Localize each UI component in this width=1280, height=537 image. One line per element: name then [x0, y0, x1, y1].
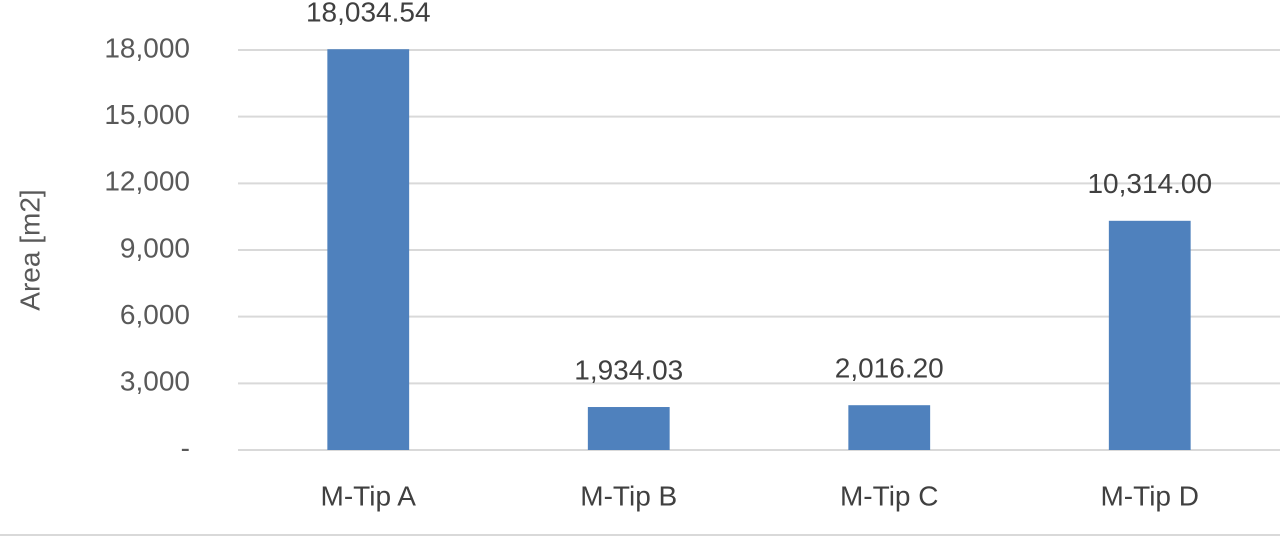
data-label: 10,314.00	[1087, 168, 1212, 199]
x-tick-label: M-Tip C	[840, 480, 939, 511]
data-label: 1,934.03	[574, 354, 683, 385]
bar	[1108, 220, 1191, 450]
y-tick-label: -	[181, 432, 190, 463]
data-label: 18,034.54	[306, 0, 431, 28]
y-tick-label: 18,000	[104, 32, 190, 63]
y-axis-title: Area [m2]	[14, 189, 45, 310]
x-tick-label: M-Tip A	[321, 480, 417, 511]
y-tick-label: 12,000	[104, 166, 190, 197]
x-tick-label: M-Tip B	[580, 480, 677, 511]
bar	[327, 49, 410, 450]
x-tick-label: M-Tip D	[1100, 480, 1199, 511]
y-tick-label: 6,000	[120, 299, 190, 330]
y-tick-label: 9,000	[120, 232, 190, 263]
bar	[848, 405, 931, 450]
bar	[587, 407, 670, 450]
y-tick-label: 15,000	[104, 99, 190, 130]
y-tick-label: 3,000	[120, 366, 190, 397]
data-label: 2,016.20	[835, 353, 944, 384]
